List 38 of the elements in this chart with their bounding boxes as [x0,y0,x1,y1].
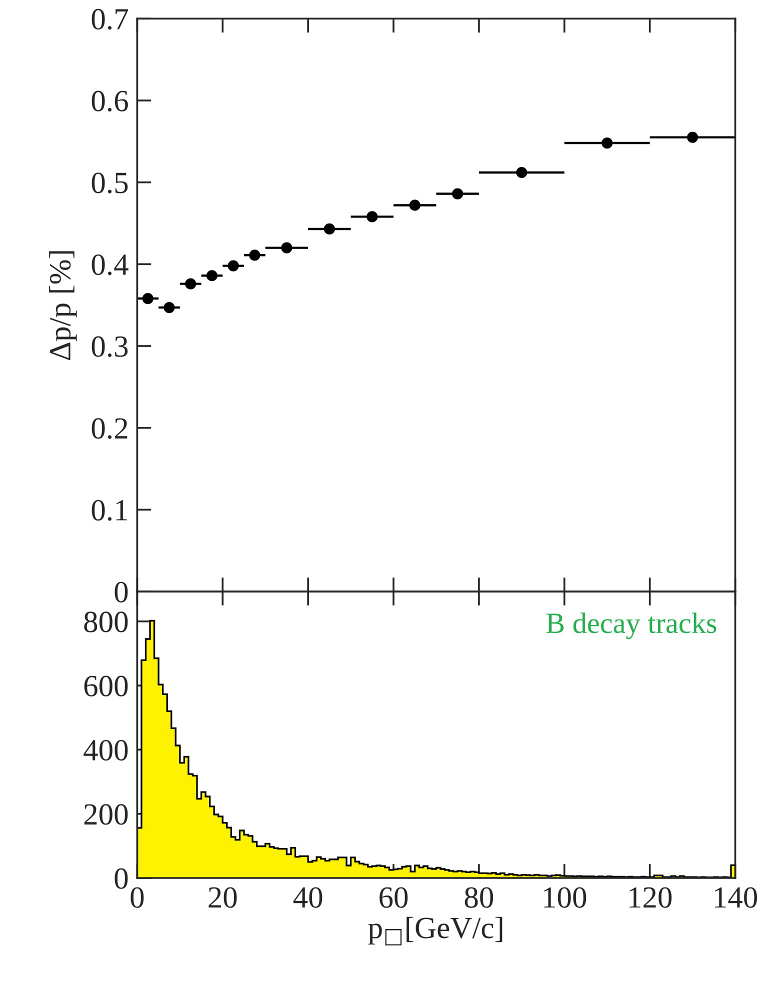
point [142,292,154,304]
x-tick-label: 0 [130,887,144,908]
y-tick-label: 0.2 [92,418,128,439]
y-tick-label: 0.3 [92,336,128,358]
point [452,188,464,200]
point [409,200,420,211]
x-tick-label: 120 [630,887,672,908]
x-tick-label: 60 [380,887,408,908]
x-tick-label: 140 [715,887,758,908]
x-tick-label: 80 [464,887,494,908]
x-tick-label: 20 [208,887,237,908]
point [602,137,613,149]
annotation: B decay tracks [546,612,716,640]
y-tick-label: 800 [84,612,128,632]
point [185,278,196,290]
x-tick-label: 100 [544,887,586,908]
point [686,132,698,143]
point [206,270,218,282]
point [228,260,239,272]
y-tick-label: 600 [84,676,128,696]
point [249,250,260,261]
y-tick-label: 0.1 [92,500,128,521]
y-tick-label: 400 [84,740,128,761]
point [516,166,528,178]
x-axis-title: p$_{□}$[GeV/c] [368,916,502,946]
y-tick-label: 0.6 [92,90,128,112]
y-tick-label: 0.7 [92,8,128,30]
point [324,223,335,235]
y-axis-title: Δp/p [%] [49,251,77,360]
y-tick-label: 200 [84,804,128,825]
point [281,242,292,254]
point [366,211,378,222]
y-tick-label: 0 [114,868,128,889]
y-tick-label: 0.4 [92,254,128,276]
x-tick-label: 40 [293,887,322,908]
y-tick-label: 0 [114,582,128,602]
point [164,302,175,314]
y-tick-label: 0.5 [92,172,128,194]
